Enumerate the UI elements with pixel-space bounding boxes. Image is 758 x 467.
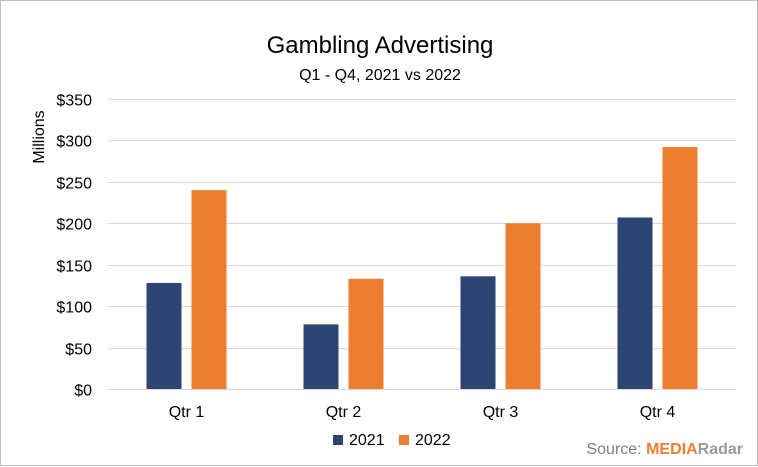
bar-2022-qtr-3 (505, 223, 541, 389)
legend-swatch-2022 (399, 435, 409, 445)
y-tick-label: $0 (74, 383, 92, 400)
bars (146, 147, 698, 389)
x-tick-label: Qtr 2 (326, 404, 362, 421)
bar-2021-qtr-4 (617, 217, 653, 389)
x-tick-label: Qtr 4 (640, 404, 676, 421)
source-credit: Source: MEDIARadar (586, 441, 743, 458)
y-axis-label: Millions (31, 110, 48, 163)
y-tick-label: $200 (56, 217, 92, 234)
source-brand-radar: Radar (698, 441, 743, 458)
bar-2022-qtr-2 (348, 278, 384, 389)
y-tick-label: $300 (56, 134, 92, 151)
y-tick-label: $150 (56, 259, 92, 276)
bar-2022-qtr-1 (191, 190, 227, 389)
legend: 2021 2022 (333, 432, 451, 449)
source-prefix: Source: (586, 441, 646, 458)
x-tick-label: Qtr 3 (483, 404, 519, 421)
y-tick-label: $50 (65, 342, 92, 359)
chart-subtitle: Q1 - Q4, 2021 vs 2022 (299, 67, 461, 84)
y-tick-label: $250 (56, 176, 92, 193)
x-tick-label: Qtr 1 (169, 404, 205, 421)
bar-2021-qtr-3 (460, 276, 496, 389)
x-tick-labels: Qtr 1 Qtr 2 Qtr 3 Qtr 4 (169, 404, 676, 421)
chart-title: Gambling Advertising (267, 32, 494, 59)
source-brand-media: MEDIA (646, 441, 698, 458)
bar-2022-qtr-4 (662, 147, 698, 389)
legend-label-2022: 2022 (415, 432, 451, 449)
legend-swatch-2021 (333, 435, 343, 445)
y-tick-label: $350 (56, 93, 92, 110)
source-text: Source: MEDIARadar (586, 441, 743, 458)
bar-2021-qtr-2 (303, 324, 339, 389)
legend-label-2021: 2021 (349, 432, 385, 449)
y-tick-labels: $0 $50 $100 $150 $200 $250 $300 $350 (56, 93, 92, 400)
bar-2021-qtr-1 (146, 282, 182, 389)
y-tick-label: $100 (56, 300, 92, 317)
